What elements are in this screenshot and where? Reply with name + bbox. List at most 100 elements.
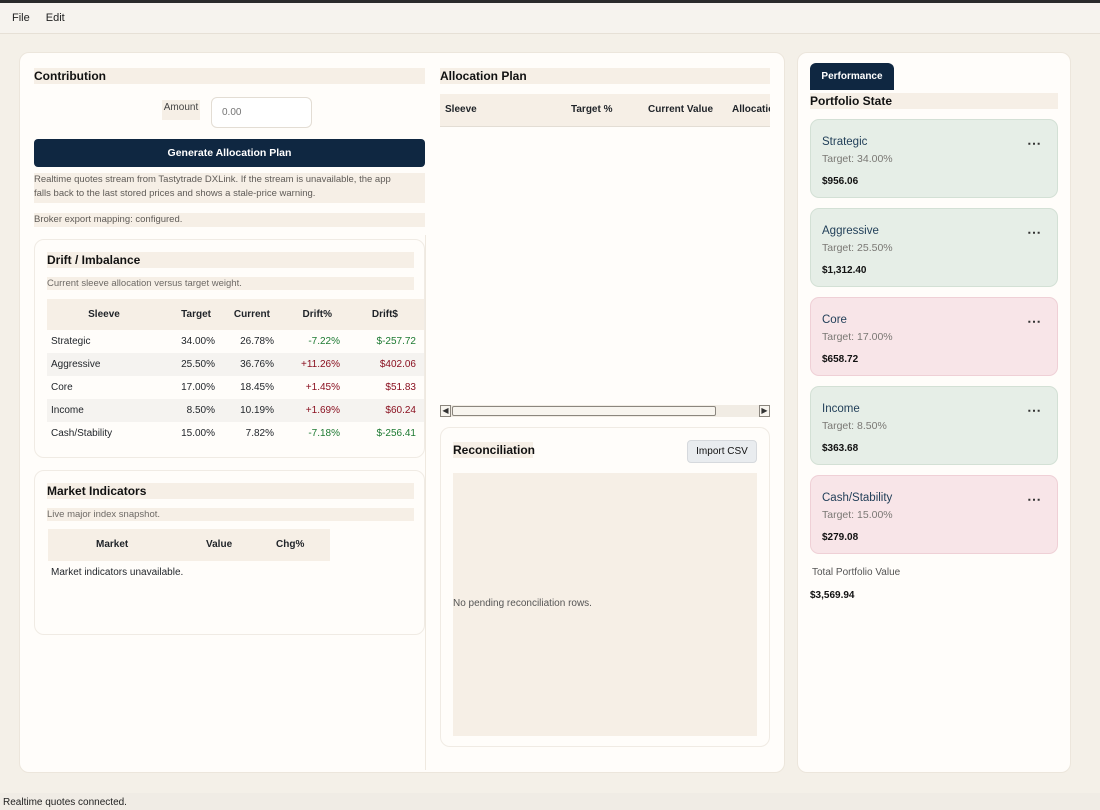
sleeve-value: $956.06 [822,176,859,187]
col-chg: Chg% [276,539,305,550]
sleeve-value: $1,312.40 [822,265,867,276]
market-subtitle: Live major index snapshot. [47,508,414,521]
cell-drift-usd: $60.24 [346,399,424,422]
col-drift-pct: Drift% [280,299,346,330]
cell-drift-pct: +1.45% [305,382,340,393]
sleeve-target: Target: 34.00% [822,153,893,165]
more-dots-icon[interactable]: ⋯ [1027,224,1041,240]
reconciliation-title: Reconciliation [453,442,536,458]
status-bar: Realtime quotes connected. [0,793,1100,810]
col-value: Value [206,539,233,550]
sleeve-name: Aggressive [822,225,879,237]
scroll-right-icon[interactable]: ▶ [759,405,770,417]
cell-target: 15.00% [181,428,215,439]
sleeve-target: Target: 25.50% [822,242,893,254]
col-sleeve: Sleeve [47,299,161,330]
cell-target: 34.00% [181,336,215,347]
portfolio-state-title: Portfolio State [810,93,1058,109]
cell-drift-pct: -7.22% [308,336,340,347]
cell-current: 7.82% [245,428,274,439]
column-divider [425,235,426,770]
table-row[interactable]: Core 17.00% 18.45% +1.45% $51.83 [47,376,424,399]
cell-target: 25.50% [161,353,221,376]
cell-sleeve: Aggressive [47,353,161,376]
sleeve-name: Strategic [822,136,868,148]
sleeve-card-core[interactable]: Core ⋯ Target: 17.00% $658.72 [810,297,1058,376]
cell-drift-usd: $402.06 [346,353,424,376]
scrollbar-thumb[interactable] [452,406,716,416]
amount-input[interactable] [211,97,312,128]
cell-current: 10.19% [221,399,280,422]
drift-title: Drift / Imbalance [47,252,414,268]
reconciliation-empty-text: No pending reconciliation rows. [453,598,592,609]
sleeve-card-aggressive[interactable]: Aggressive ⋯ Target: 25.50% $1,312.40 [810,208,1058,287]
menu-edit[interactable]: Edit [45,12,65,24]
quotes-info-line-2: falls back to the last stored prices and… [34,187,316,199]
sleeve-name: Cash/Stability [822,492,893,504]
col-target: Target [161,299,221,330]
sleeve-value: $279.08 [822,532,859,543]
cell-current: 26.78% [240,336,274,347]
generate-allocation-plan-button[interactable]: Generate Allocation Plan [34,139,425,167]
cell-drift-pct: +1.69% [280,399,346,422]
drift-table-header: Sleeve Target Current Drift% Drift$ [47,299,424,330]
more-dots-icon[interactable]: ⋯ [1027,491,1041,507]
sleeve-name: Income [822,403,860,415]
quotes-info-text: Realtime quotes stream from Tastytrade D… [34,173,425,203]
col-alloc-target: Target % [571,104,613,115]
cell-sleeve: Core [51,382,73,393]
broker-mapping-status: Broker export mapping: configured. [34,213,425,227]
sleeve-name: Core [822,314,847,326]
amount-label: Amount [162,100,200,120]
cell-target: 8.50% [161,399,221,422]
menu-bar: File Edit [0,3,1100,34]
col-current: Current [221,299,280,330]
col-alloc-current-value: Current Value [648,104,714,115]
cell-drift-usd: $-256.41 [376,428,416,439]
cell-current: 18.45% [240,382,274,393]
drift-subtitle: Current sleeve allocation versus target … [47,277,414,290]
tab-performance[interactable]: Performance [810,63,894,90]
window-top-border [0,0,1100,3]
sleeve-target: Target: 15.00% [822,509,893,521]
allocation-horizontal-scrollbar[interactable]: ◀ ▶ [440,405,770,417]
allocation-title: Allocation Plan [440,68,770,84]
market-title: Market Indicators [47,483,414,499]
cell-drift-usd: $51.83 [385,382,416,393]
col-alloc-allocation: Allocatio [732,104,770,115]
cell-sleeve: Income [47,399,161,422]
cell-drift-pct: +11.26% [280,353,346,376]
sleeve-card-cash-stability[interactable]: Cash/Stability ⋯ Target: 15.00% $279.08 [810,475,1058,554]
allocation-table-header: Sleeve Target % Current Value Allocatio [440,94,770,127]
table-row[interactable]: Aggressive 25.50% 36.76% +11.26% $402.06 [47,353,424,376]
table-row[interactable]: Strategic 34.00% 26.78% -7.22% $-257.72 [47,330,424,353]
market-empty-text: Market indicators unavailable. [51,567,184,578]
col-drift-usd: Drift$ [346,299,424,330]
table-row[interactable]: Income 8.50% 10.19% +1.69% $60.24 [47,399,424,422]
cell-sleeve: Strategic [51,336,91,347]
more-dots-icon[interactable]: ⋯ [1027,402,1041,418]
drift-table: Sleeve Target Current Drift% Drift$ Stra… [47,299,424,445]
more-dots-icon[interactable]: ⋯ [1027,135,1041,151]
cell-sleeve: Cash/Stability [51,428,113,439]
sleeve-value: $363.68 [822,443,859,454]
reconciliation-list: No pending reconciliation rows. [453,473,757,736]
total-portfolio-label: Total Portfolio Value [812,567,901,578]
cell-drift-pct: -7.18% [308,428,340,439]
sleeve-card-income[interactable]: Income ⋯ Target: 8.50% $363.68 [810,386,1058,465]
col-market: Market [96,539,129,550]
sleeve-target: Target: 17.00% [822,331,893,343]
contribution-title: Contribution [34,68,425,84]
quotes-info-line-1: Realtime quotes stream from Tastytrade D… [34,174,391,185]
import-csv-button[interactable]: Import CSV [687,440,757,463]
scroll-left-icon[interactable]: ◀ [440,405,451,417]
sleeve-card-strategic[interactable]: Strategic ⋯ Target: 34.00% $956.06 [810,119,1058,198]
menu-file[interactable]: File [12,12,30,24]
sleeve-target: Target: 8.50% [822,420,887,432]
total-portfolio-value: $3,569.94 [810,590,855,601]
cell-drift-usd: $-257.72 [376,336,416,347]
table-row[interactable]: Cash/Stability 15.00% 7.82% -7.18% $-256… [47,422,424,445]
more-dots-icon[interactable]: ⋯ [1027,313,1041,329]
cell-target: 17.00% [181,382,215,393]
market-table-header: Market Value Chg% [48,529,330,561]
